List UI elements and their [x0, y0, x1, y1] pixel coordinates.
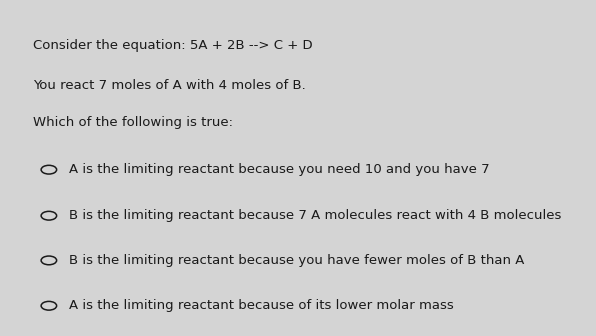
Text: Which of the following is true:: Which of the following is true: — [33, 116, 233, 129]
Text: Consider the equation: 5A + 2B --> C + D: Consider the equation: 5A + 2B --> C + D — [33, 39, 312, 52]
Text: B is the limiting reactant because you have fewer moles of B than A: B is the limiting reactant because you h… — [69, 254, 524, 267]
Text: B is the limiting reactant because 7 A molecules react with 4 B molecules: B is the limiting reactant because 7 A m… — [69, 209, 561, 222]
Text: A is the limiting reactant because of its lower molar mass: A is the limiting reactant because of it… — [69, 299, 454, 312]
Text: You react 7 moles of A with 4 moles of B.: You react 7 moles of A with 4 moles of B… — [33, 79, 306, 92]
Text: A is the limiting reactant because you need 10 and you have 7: A is the limiting reactant because you n… — [69, 163, 489, 176]
